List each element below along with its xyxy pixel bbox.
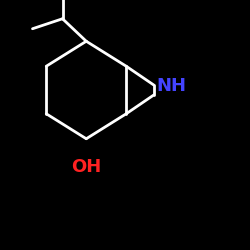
Text: OH: OH: [71, 158, 102, 176]
Text: NH: NH: [156, 77, 186, 95]
